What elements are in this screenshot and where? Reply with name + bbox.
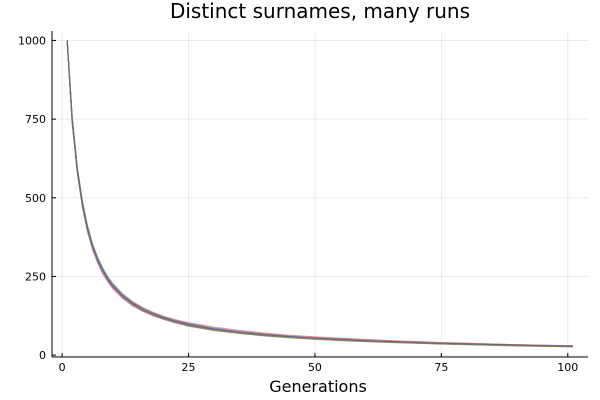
x-tick-label: 75 [434, 361, 448, 374]
series-line-6 [66, 40, 573, 347]
chart-title: Distinct surnames, many runs [170, 0, 470, 23]
x-tick-label: 25 [182, 361, 196, 374]
axes [51, 31, 588, 358]
series-line-2 [66, 40, 573, 347]
x-tick-label: 50 [308, 361, 322, 374]
series-line-1 [66, 40, 573, 347]
x-axis-label: Generations [269, 377, 367, 396]
series-line-5 [66, 40, 573, 347]
series-line-17 [66, 40, 573, 347]
series-line-8 [66, 40, 573, 347]
series-line-14 [66, 40, 573, 347]
series-line-7 [66, 40, 573, 348]
x-tick-label: 0 [59, 361, 66, 374]
grid-lines [52, 31, 588, 357]
series-line-4 [66, 40, 573, 347]
series-line-3 [66, 40, 573, 348]
y-tick-label: 750 [25, 113, 46, 126]
y-tick-label: 500 [25, 192, 46, 205]
y-tick-label: 250 [25, 270, 46, 283]
series-line-16 [66, 40, 573, 348]
series-line-13 [66, 40, 573, 347]
x-tick-label: 100 [557, 361, 578, 374]
series-line-11 [66, 40, 573, 348]
series-line-12 [66, 40, 573, 347]
y-tick-label: 1000 [18, 34, 46, 47]
series-line-15 [66, 40, 573, 347]
series-lines [66, 40, 573, 348]
y-tick-label: 0 [39, 349, 46, 362]
series-line-9 [66, 40, 573, 347]
series-line-10 [66, 40, 573, 347]
